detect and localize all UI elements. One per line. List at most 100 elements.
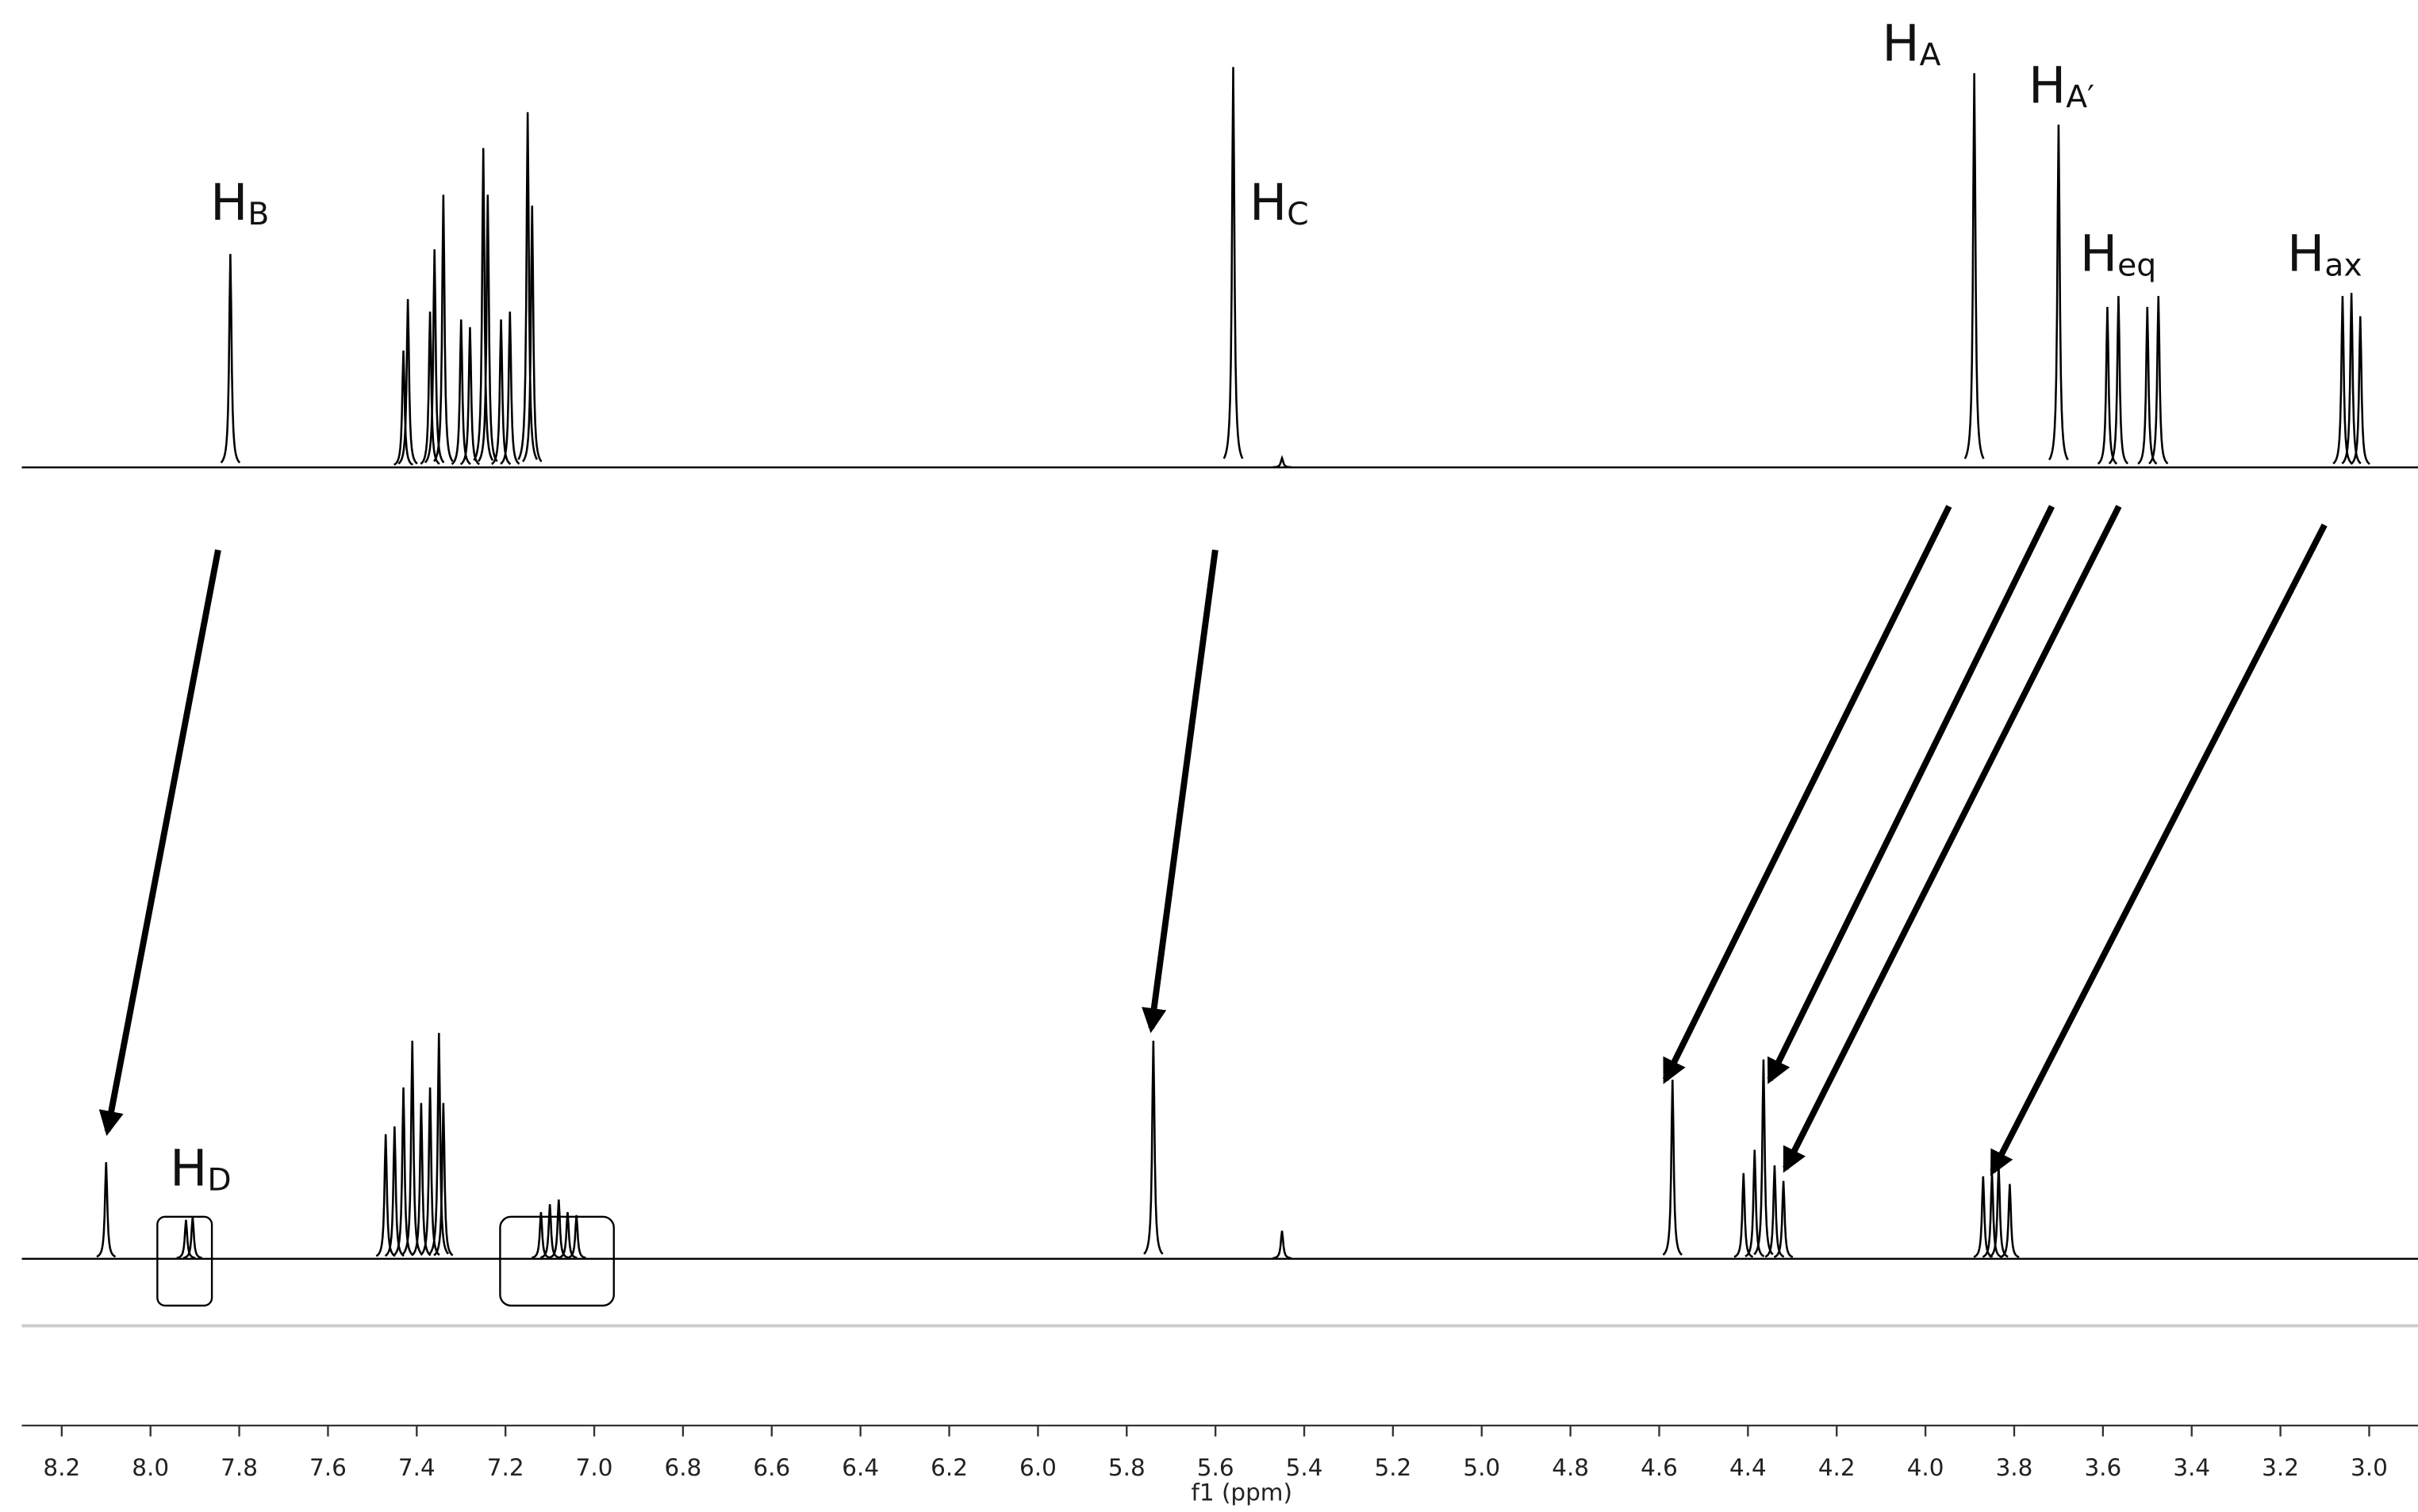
peak-annotation: HB xyxy=(210,174,269,232)
annotation-subscript: A′ xyxy=(2066,80,2094,116)
peak xyxy=(424,249,445,463)
x-tick-label: 6.0 xyxy=(1019,1454,1057,1481)
peak xyxy=(420,311,440,465)
x-tick-label: 7.4 xyxy=(398,1454,436,1481)
x-tick-label: 3.4 xyxy=(2173,1454,2210,1481)
peak xyxy=(491,319,512,466)
x-tick-label: 5.6 xyxy=(1197,1454,1234,1481)
peak xyxy=(1982,1172,2002,1258)
peak xyxy=(176,1219,196,1260)
peak xyxy=(1733,1172,1754,1258)
peak xyxy=(566,1215,586,1259)
peak xyxy=(2137,306,2158,465)
x-tick-label: 3.6 xyxy=(2084,1454,2121,1481)
x-tick-label: 5.8 xyxy=(1108,1454,1146,1481)
peak xyxy=(1272,455,1292,469)
peak xyxy=(384,1126,405,1257)
x-tick-label: 8.2 xyxy=(43,1454,80,1481)
annotation-letter: H xyxy=(1882,15,1919,73)
peak xyxy=(1662,1079,1683,1256)
x-tick-label: 4.0 xyxy=(1907,1454,1944,1481)
x-tick-label: 4.8 xyxy=(1552,1454,1589,1481)
x-tick-label: 3.8 xyxy=(1996,1454,2033,1481)
peak xyxy=(1773,1180,1794,1258)
x-tick-label: 3.0 xyxy=(2351,1454,2388,1481)
peak xyxy=(2332,296,2353,465)
peak xyxy=(500,311,520,465)
annotation-letter: H xyxy=(170,1140,207,1198)
annotation-subscript: eq xyxy=(2117,248,2156,284)
annotation-letter: H xyxy=(2080,225,2117,283)
peak xyxy=(393,350,413,466)
annotation-letter: H xyxy=(1249,174,1287,232)
arrows xyxy=(98,505,2328,1176)
peak xyxy=(375,1134,396,1257)
peak xyxy=(459,327,480,466)
peak xyxy=(531,1211,551,1259)
peak xyxy=(96,1162,117,1258)
peak xyxy=(393,1087,414,1257)
annotation-letter: H xyxy=(2287,225,2324,283)
peak xyxy=(558,1211,578,1259)
peak xyxy=(451,319,471,466)
x-tick-label: 7.6 xyxy=(309,1454,347,1481)
peak xyxy=(182,1216,202,1259)
annotation-letter: H xyxy=(2028,57,2066,115)
x-tick-label: 6.4 xyxy=(842,1454,879,1481)
peak xyxy=(1222,67,1244,459)
x-tick-label: 4.4 xyxy=(1729,1454,1767,1481)
peak xyxy=(411,1103,432,1257)
annotation-subscript: D xyxy=(207,1162,231,1198)
peak xyxy=(397,299,418,465)
peak xyxy=(401,1040,423,1255)
peak xyxy=(477,194,498,462)
peak xyxy=(1744,1149,1765,1257)
x-tick-label: 6.8 xyxy=(665,1454,702,1481)
x-tick-label: 4.2 xyxy=(1818,1454,1856,1481)
highlight-box xyxy=(156,1215,213,1307)
peak xyxy=(521,205,543,462)
x-tick-label: 5.4 xyxy=(1286,1454,1323,1481)
peak xyxy=(1272,1230,1292,1260)
x-tick-label: 7.0 xyxy=(576,1454,613,1481)
arrow xyxy=(1783,505,2122,1173)
peak-annotation: HA′ xyxy=(2028,57,2094,116)
x-tick-label: 6.6 xyxy=(753,1454,790,1481)
peak xyxy=(2048,125,2069,461)
peak xyxy=(2000,1184,2020,1258)
x-tick-label: 6.2 xyxy=(931,1454,968,1481)
peak-annotation: HC xyxy=(1249,174,1309,232)
arrow xyxy=(1767,505,2055,1084)
peak xyxy=(220,254,241,464)
peak xyxy=(2350,316,2370,465)
peak xyxy=(517,112,539,460)
peak xyxy=(539,1204,560,1259)
annotation-subscript: ax xyxy=(2324,248,2362,284)
peak-annotation: Heq xyxy=(2080,225,2156,284)
x-axis-label: f1 (ppm) xyxy=(1192,1479,1292,1506)
x-tick-label: 3.2 xyxy=(2262,1454,2299,1481)
arrow xyxy=(1142,549,1219,1034)
arrow xyxy=(1662,505,1952,1084)
peak xyxy=(428,1033,450,1255)
peak xyxy=(1764,1165,1785,1258)
peak xyxy=(2148,296,2169,465)
x-tick-label: 7.8 xyxy=(221,1454,258,1481)
peak xyxy=(1973,1176,1994,1258)
peak xyxy=(2108,296,2129,465)
peak-annotation: HD xyxy=(170,1140,232,1199)
peak xyxy=(1143,1040,1164,1255)
peak xyxy=(2097,306,2118,465)
annotation-subscript: B xyxy=(248,197,269,232)
peak xyxy=(433,194,454,462)
annotation-subscript: C xyxy=(1287,197,1308,232)
peak xyxy=(549,1199,569,1259)
x-tick-label: 5.2 xyxy=(1374,1454,1411,1481)
annotation-letter: H xyxy=(210,174,248,232)
arrow xyxy=(98,549,221,1136)
peak xyxy=(433,1103,454,1257)
x-tick-label: 5.0 xyxy=(1463,1454,1500,1481)
peak xyxy=(2341,293,2362,465)
